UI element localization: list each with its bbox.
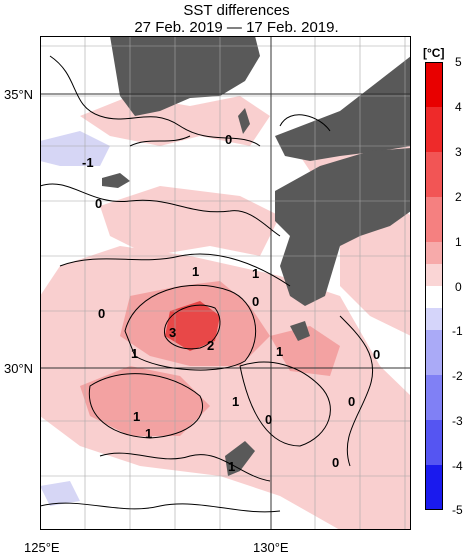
colorbar-tick: -5 (452, 503, 463, 517)
map-subtitle: 27 Feb. 2019 — 17 Feb. 2019. (134, 19, 339, 36)
land-areas (102, 36, 411, 476)
contour-label: 0 (265, 412, 272, 427)
kyushu-land (275, 148, 411, 306)
contour-label: 0 (95, 196, 102, 211)
lon-label-130e: 130°E (253, 540, 289, 555)
colorbar-tick: 2 (455, 190, 462, 204)
contour-label: 1 (131, 346, 138, 361)
contour-label: 1 (276, 344, 283, 359)
colorbar (425, 62, 443, 510)
graticule (40, 36, 411, 530)
contour-label: 0 (373, 347, 380, 362)
colorbar-unit: [°C] (423, 46, 445, 60)
amami-island (225, 441, 255, 476)
strong-warm-core (165, 301, 220, 351)
colorbar-tick: 1 (455, 235, 462, 249)
tanegashima-island (290, 321, 310, 341)
map-title: SST differences (183, 2, 290, 19)
contour-label: 0 (98, 306, 105, 321)
colorbar-tick: -2 (452, 369, 463, 383)
lat-label-35n: 35°N (4, 87, 34, 102)
tsushima-island (238, 108, 250, 134)
colorbar-tick: -4 (452, 459, 463, 473)
contour-label: 1 (228, 459, 235, 474)
honshu-land (275, 56, 411, 161)
colorbar-tick: 4 (455, 100, 462, 114)
contour-label: 1 (232, 394, 239, 409)
contour-label: 0 (225, 132, 232, 147)
lat-label-30n: 30°N (4, 361, 34, 376)
contour-label-group: -1 0 0 1 1 0 0 3 2 1 1 0 1 1 0 1 0 1 0 (82, 132, 380, 474)
contour-label: 3 (169, 325, 176, 340)
colorbar-tick: 3 (455, 145, 462, 159)
contour-label: 1 (192, 264, 199, 279)
contour-label: -1 (82, 155, 94, 170)
contour-label: 1 (133, 409, 140, 424)
contour-label: 0 (332, 455, 339, 470)
colorbar-tick: -1 (452, 324, 463, 338)
contour-label: 2 (207, 338, 214, 353)
lon-label-125e: 125°E (24, 540, 60, 555)
contour-label: 0 (348, 394, 355, 409)
cool-anomaly-areas (40, 131, 110, 506)
contour-label: 0 (252, 294, 259, 309)
jeju-island (102, 173, 130, 188)
colorbar-tick: 0 (455, 280, 462, 294)
contour-label: 1 (252, 266, 259, 281)
colorbar-tick: 5 (455, 55, 462, 69)
contour-label: 1 (145, 426, 152, 441)
sst-map: -1 0 0 1 1 0 0 3 2 1 1 0 1 1 0 1 0 1 0 (40, 36, 411, 530)
contour-lines (40, 55, 374, 513)
colorbar-tick: -3 (452, 414, 463, 428)
